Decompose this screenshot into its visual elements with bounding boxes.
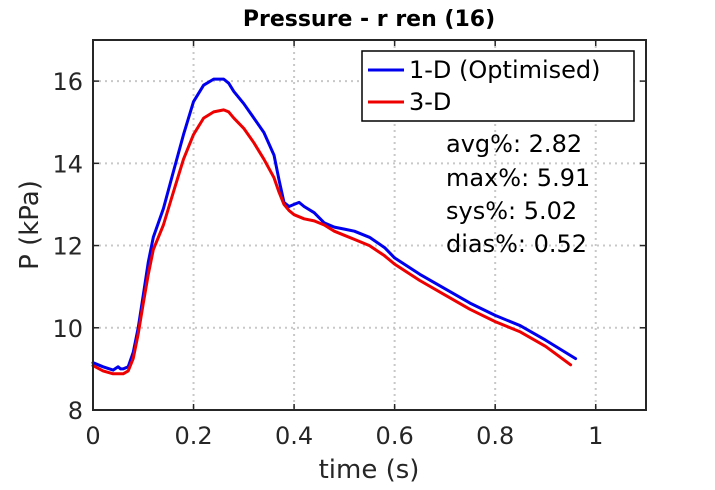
legend-box — [361, 50, 635, 122]
series-lines — [91, 77, 578, 376]
x-tick-label: 0.6 — [376, 422, 414, 450]
x-tick-label: 0.8 — [476, 422, 514, 450]
y-tick-label: 8 — [68, 397, 83, 425]
axis-ticks: 0 0.2 0.4 0.6 0.8 1 8 10 12 14 16 — [52, 40, 646, 450]
legend-label-1d: 1-D (Optimised) — [409, 56, 601, 84]
legend: 1-D (Optimised) 3-D — [361, 50, 635, 122]
x-tick-label: 0.4 — [275, 422, 313, 450]
y-tick-label: 16 — [52, 68, 83, 96]
annotation-dias: dias%: 0.52 — [446, 230, 587, 258]
stats-annotations: avg%: 2.82 max%: 5.91 sys%: 5.02 dias%: … — [446, 130, 590, 258]
y-axis-label: P (kPa) — [15, 180, 45, 270]
x-tick-label: 0 — [85, 422, 100, 450]
chart-title: Pressure - r ren (16) — [243, 7, 495, 32]
x-tick-label: 1 — [588, 422, 603, 450]
annotation-max: max%: 5.91 — [446, 164, 590, 192]
annotation-sys: sys%: 5.02 — [446, 197, 577, 225]
series-line-3d — [91, 108, 573, 376]
legend-label-3d: 3-D — [409, 88, 451, 116]
annotation-avg: avg%: 2.82 — [446, 130, 582, 158]
x-tick-label: 0.2 — [174, 422, 212, 450]
x-axis-label: time (s) — [319, 455, 420, 485]
y-tick-label: 10 — [52, 315, 83, 343]
y-tick-label: 12 — [52, 233, 83, 261]
plot-frame — [92, 39, 647, 411]
y-tick-label: 14 — [52, 150, 83, 178]
